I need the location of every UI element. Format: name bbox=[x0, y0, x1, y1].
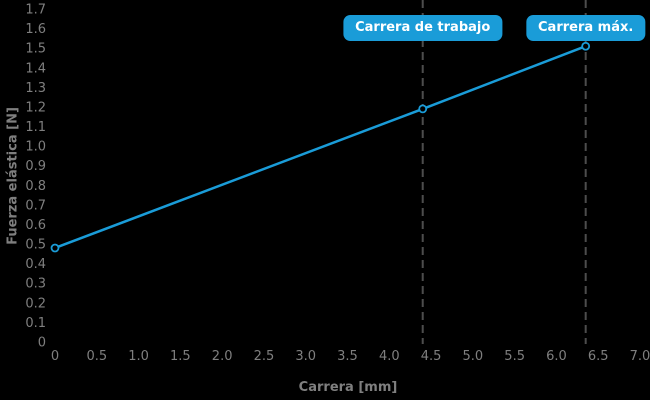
y-tick-label: 0.7 bbox=[25, 198, 46, 213]
data-point-marker bbox=[50, 243, 60, 253]
x-tick-label: 2.5 bbox=[254, 349, 275, 364]
annotation-badge-carrera-max: Carrera máx. bbox=[526, 15, 646, 41]
x-axis-title: Carrera [mm] bbox=[298, 380, 398, 395]
y-tick-label: 0.8 bbox=[25, 179, 46, 194]
y-tick-labels: 0 0.1 0.2 0.3 0.4 0.5 0.6 0.7 0.8 0.9 1.0 1.1 1.2 1.3… bbox=[25, 3, 46, 351]
x-tick-label: 4.5 bbox=[421, 349, 442, 364]
x-tick-label: 5.5 bbox=[504, 349, 525, 364]
x-tick-label: 3.0 bbox=[295, 349, 316, 364]
x-tick-label: 4.0 bbox=[379, 349, 400, 364]
y-tick-label: 0.3 bbox=[25, 277, 46, 292]
x-tick-label: 7.0 bbox=[630, 349, 650, 364]
x-tick-label: 2.0 bbox=[212, 349, 233, 364]
data-point-marker bbox=[581, 41, 591, 51]
y-tick-label: 0 bbox=[38, 336, 46, 351]
y-tick-label: 0.9 bbox=[25, 159, 46, 174]
annotation-badge-carrera-de-trabajo: Carrera de trabajo bbox=[343, 15, 503, 41]
y-tick-label: 1.4 bbox=[25, 61, 46, 76]
y-tick-label: 1.6 bbox=[25, 22, 46, 37]
y-tick-label: 0.6 bbox=[25, 218, 46, 233]
x-tick-label: 0 bbox=[51, 349, 59, 364]
x-tick-label: 3.5 bbox=[337, 349, 358, 364]
x-tick-labels: 0 0.5 1.0 1.5 2.0 2.5 3.0 3.5 4.0 4.5 5.0 5.5 6.0 6.5… bbox=[51, 349, 650, 364]
series-line bbox=[53, 44, 587, 250]
y-tick-label: 1.1 bbox=[25, 120, 46, 135]
x-tick-label: 1.5 bbox=[170, 349, 191, 364]
x-tick-label: 6.5 bbox=[588, 349, 609, 364]
x-tick-label: 6.0 bbox=[546, 349, 567, 364]
y-axis-title: Fuerza elástica [N] bbox=[5, 107, 21, 245]
y-tick-label: 0.2 bbox=[25, 296, 46, 311]
y-tick-label: 1.7 bbox=[25, 3, 46, 18]
x-tick-label: 0.5 bbox=[86, 349, 107, 364]
y-tick-label: 0.1 bbox=[25, 316, 46, 331]
data-point-marker bbox=[418, 104, 428, 114]
y-tick-label: 0.4 bbox=[25, 257, 46, 272]
y-tick-label: 1.0 bbox=[25, 140, 46, 155]
y-tick-label: 1.3 bbox=[25, 81, 46, 96]
y-tick-label: 0.5 bbox=[25, 238, 46, 253]
x-tick-label: 5.0 bbox=[463, 349, 484, 364]
x-tick-label: 1.0 bbox=[128, 349, 149, 364]
y-tick-label: 1.2 bbox=[25, 100, 46, 115]
y-tick-label: 1.5 bbox=[25, 42, 46, 57]
data-series bbox=[50, 41, 591, 253]
annotation-lines bbox=[421, 0, 587, 344]
